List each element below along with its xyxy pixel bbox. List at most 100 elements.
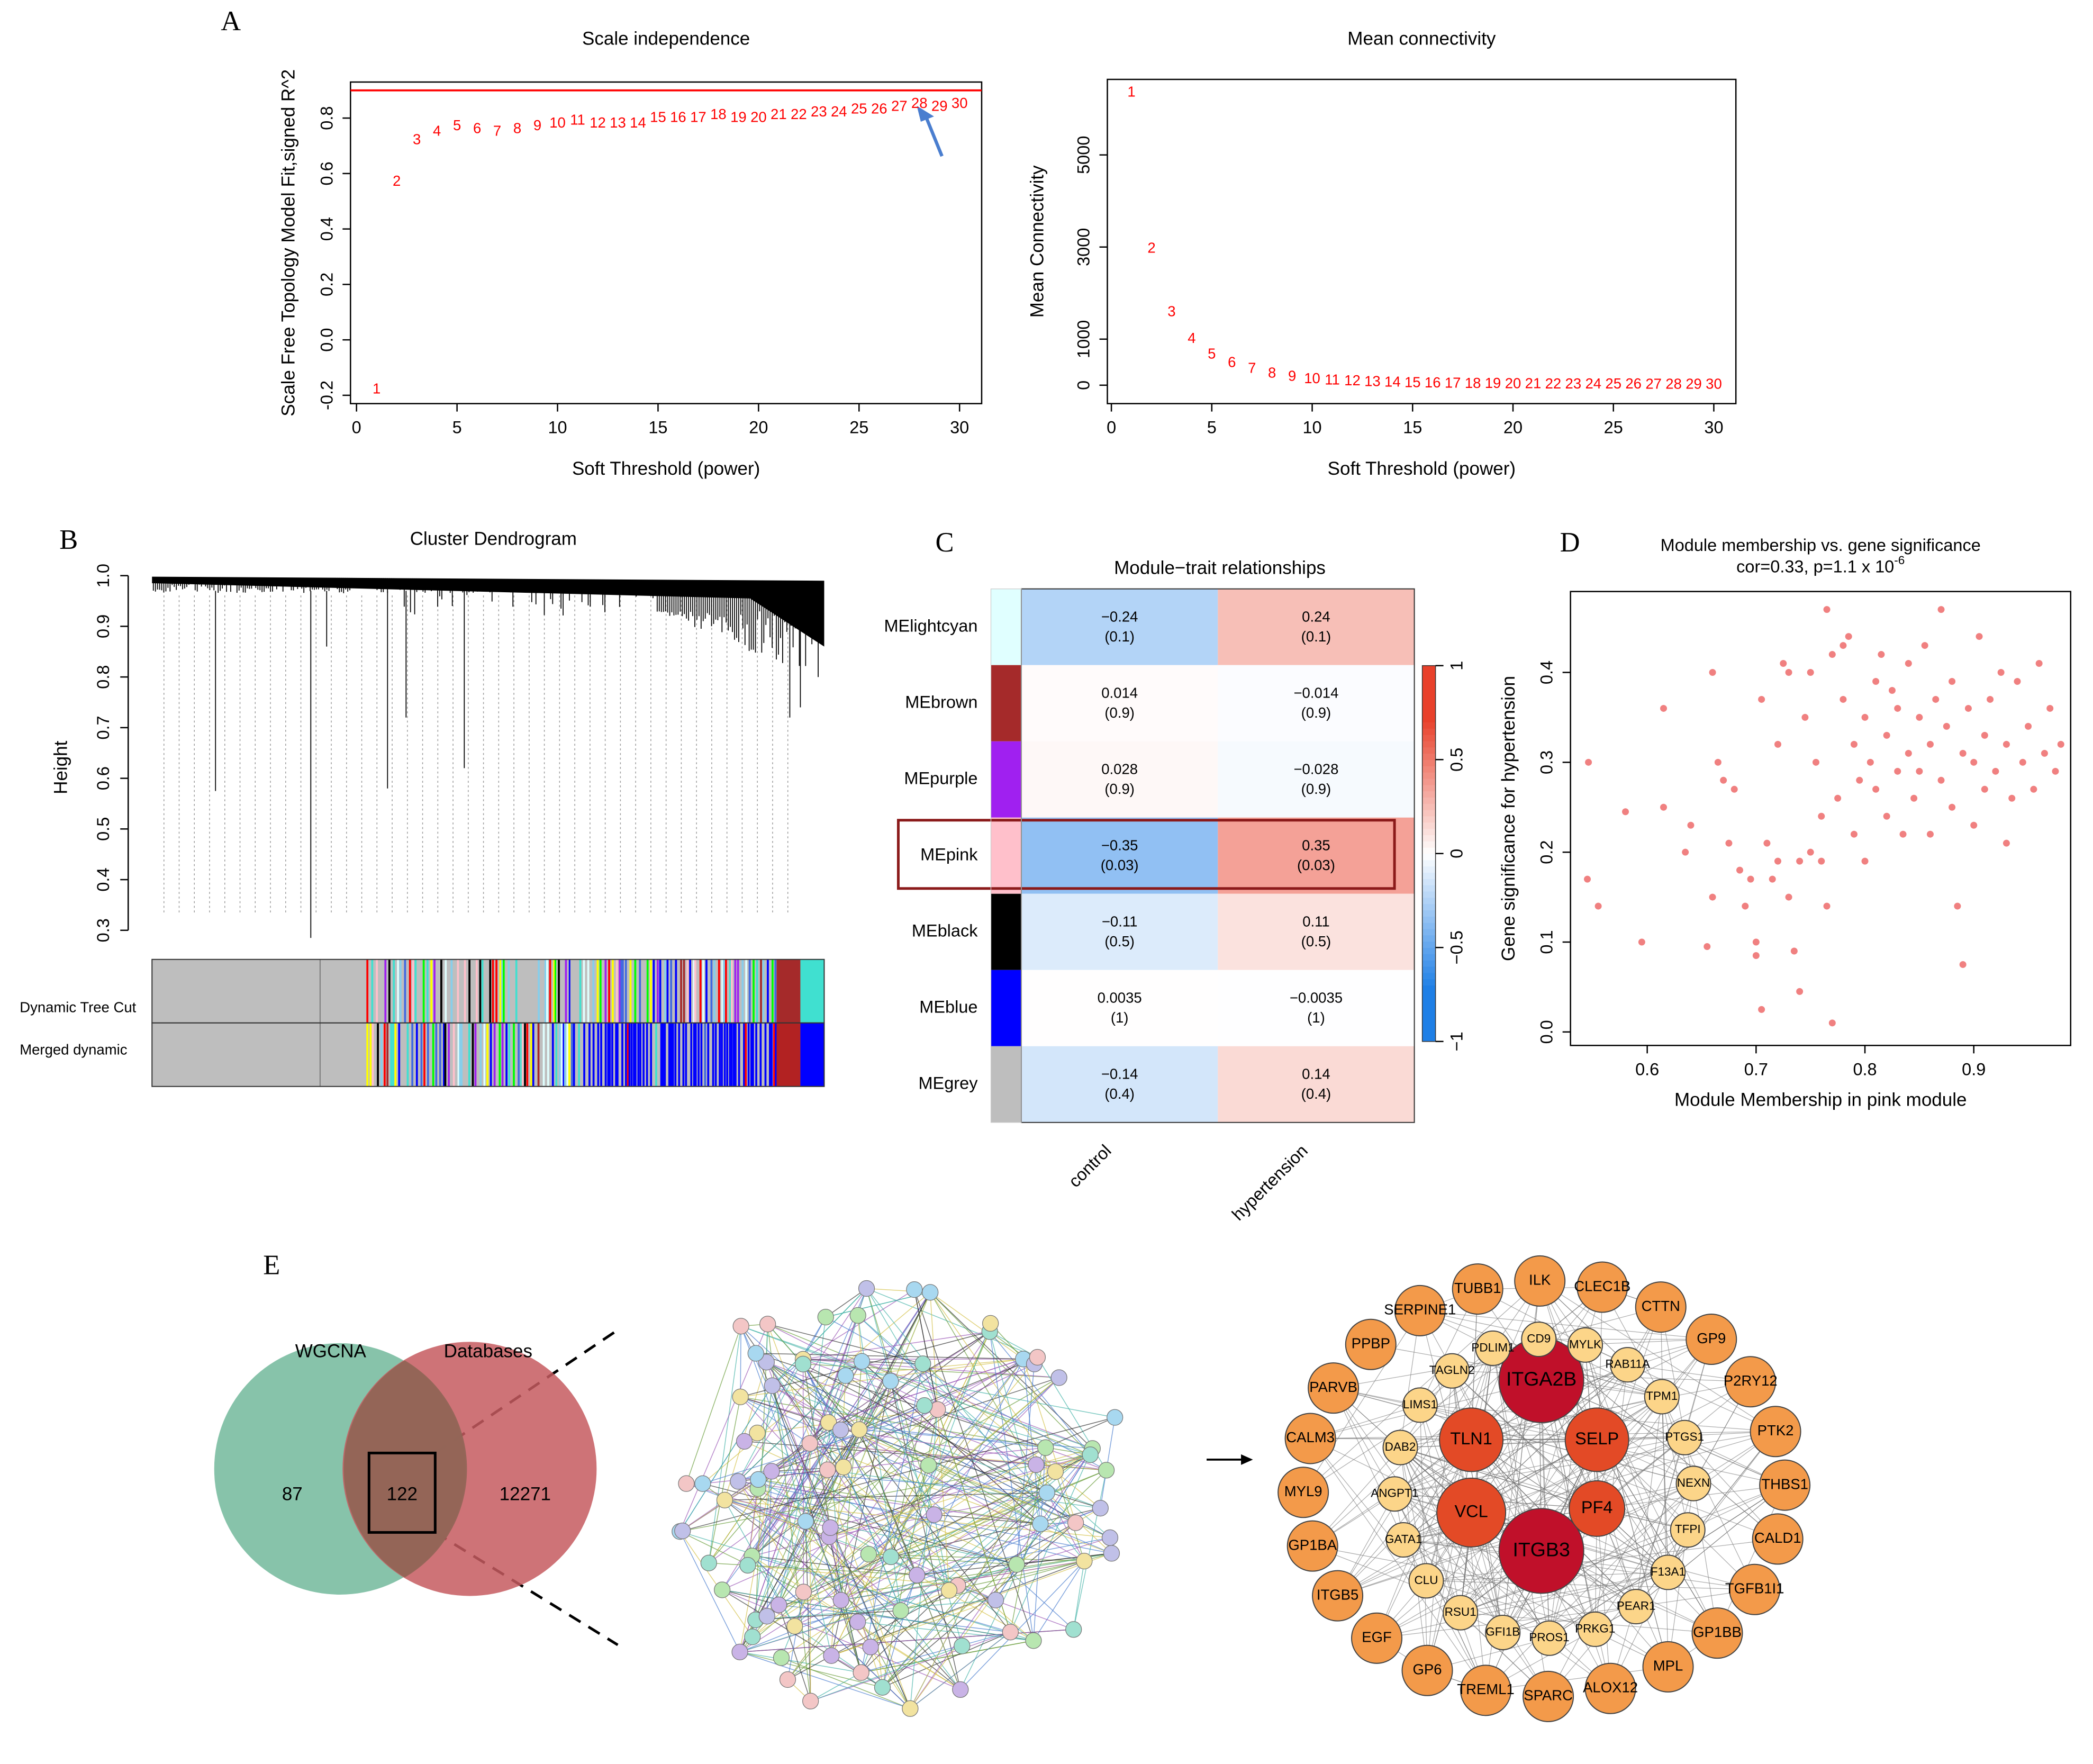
color-stripe	[620, 959, 623, 1023]
chart-title: Mean connectivity	[1347, 28, 1496, 49]
colorbar-step	[1422, 797, 1436, 804]
color-stripe	[499, 1023, 501, 1087]
color-stripe	[404, 959, 406, 1023]
string-edge	[831, 1331, 990, 1656]
colorbar-step	[1422, 784, 1436, 792]
colorbar-step	[1422, 953, 1436, 961]
string-node	[909, 1567, 926, 1584]
hub-node	[1434, 1353, 1470, 1389]
point	[1926, 740, 1934, 748]
point	[1954, 902, 1961, 910]
string-node	[835, 1459, 852, 1476]
color-stripe	[495, 959, 497, 1023]
string-edge	[787, 1591, 804, 1680]
hub-node	[1635, 1281, 1687, 1333]
hub-edge	[1460, 1572, 1668, 1613]
point	[2046, 704, 2054, 712]
string-edge	[840, 1377, 1059, 1600]
hub-edge	[1400, 1447, 1487, 1691]
point	[1970, 758, 1978, 766]
hub-edge	[1502, 1572, 1669, 1633]
point-label: 9	[533, 117, 541, 133]
string-node	[849, 1613, 866, 1631]
string-node	[795, 1584, 812, 1600]
color-stripe	[526, 1023, 529, 1087]
point	[2030, 785, 2037, 793]
color-stripe	[604, 959, 607, 1023]
colorbar-step	[1422, 947, 1436, 954]
colorbar-step	[1422, 891, 1436, 898]
string-edge	[747, 1363, 923, 1566]
color-stripe	[544, 959, 547, 1023]
cell-value: 0.14	[1302, 1066, 1330, 1082]
heat-cell	[1021, 817, 1218, 894]
string-edge	[827, 1359, 1024, 1470]
hub-node	[1394, 1284, 1446, 1336]
string-node	[837, 1367, 854, 1384]
color-stripe	[450, 959, 453, 1023]
point	[1714, 758, 1721, 766]
row-label: MEpurple	[904, 768, 977, 788]
color-stripe	[670, 1023, 673, 1087]
point	[2003, 839, 2010, 847]
color-stripe	[592, 959, 595, 1023]
hub-node-label: GP1BB	[1693, 1624, 1742, 1640]
color-stripe	[575, 959, 577, 1023]
colorbar-step	[1422, 728, 1436, 735]
string-node	[674, 1522, 691, 1540]
x-tick-label: 25	[849, 418, 868, 437]
colorbar-step	[1422, 997, 1436, 1005]
color-stripe	[624, 1023, 627, 1087]
string-edge	[747, 1564, 958, 1586]
color-stripe	[466, 1023, 468, 1087]
string-node	[747, 1345, 764, 1362]
string-node	[749, 1424, 766, 1442]
point	[1752, 952, 1760, 959]
string-node	[786, 1618, 803, 1635]
colorbar-step	[1422, 803, 1436, 810]
venn-count: 12271	[500, 1484, 551, 1505]
plot-frame	[1570, 591, 2072, 1046]
point	[1752, 938, 1760, 946]
point-label: 21	[1525, 375, 1542, 392]
string-node	[882, 1372, 899, 1390]
color-stripe	[747, 1023, 750, 1087]
color-stripe	[760, 959, 762, 1023]
point	[1818, 812, 1825, 820]
point	[1828, 651, 1836, 658]
string-edge	[866, 1288, 1085, 1562]
point-label: 5	[1208, 346, 1216, 362]
point	[1823, 606, 1831, 613]
hub-node-label: PRKG1	[1575, 1622, 1615, 1635]
cell-p-value: (0.4)	[1104, 1085, 1135, 1102]
color-stripe	[388, 959, 391, 1023]
string-edge	[740, 1326, 891, 1382]
hub-node-label: PF4	[1581, 1498, 1613, 1517]
color-stripe	[551, 1023, 554, 1087]
hub-node-label: GP6	[1413, 1661, 1442, 1678]
string-edge	[1016, 1522, 1076, 1565]
hub-node-label: GP1BA	[1288, 1536, 1337, 1553]
colorbar-step	[1422, 772, 1436, 779]
color-stripe	[384, 959, 387, 1023]
point	[1861, 857, 1869, 865]
color-stripe	[646, 1023, 648, 1087]
point	[1949, 677, 1956, 685]
string-edge	[1022, 1359, 1041, 1524]
y-tick-label: 0.3	[1537, 750, 1556, 774]
color-stripe	[540, 959, 542, 1023]
cell-value: −0.014	[1294, 684, 1339, 701]
string-edge	[739, 1651, 883, 1688]
string-edge	[778, 1315, 858, 1605]
string-edge	[766, 1362, 1041, 1524]
color-stripe	[611, 1023, 613, 1087]
row-label: MElightcyan	[884, 616, 977, 635]
y-tick-label: 0.4	[317, 217, 336, 241]
hub-node-label: THBS1	[1761, 1476, 1808, 1492]
color-stripe	[390, 1023, 393, 1087]
color-stripe	[372, 1023, 374, 1087]
bar-label: Dynamic Tree Cut	[20, 999, 136, 1016]
string-node	[906, 1281, 923, 1298]
color-stripe	[481, 959, 484, 1023]
color-stripe	[656, 959, 659, 1023]
